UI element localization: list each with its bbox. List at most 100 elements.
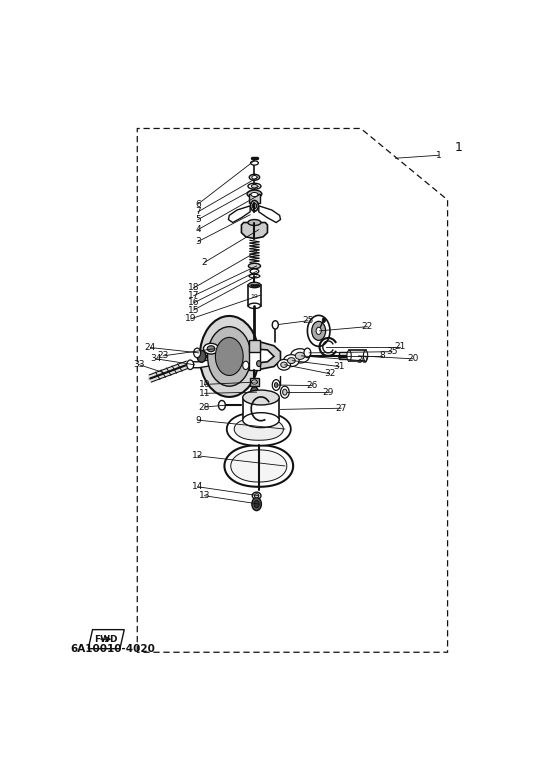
- Circle shape: [242, 361, 249, 369]
- Text: 13: 13: [199, 491, 211, 500]
- Text: 25: 25: [302, 316, 314, 325]
- Circle shape: [252, 498, 262, 511]
- Ellipse shape: [218, 400, 225, 410]
- Ellipse shape: [251, 192, 258, 196]
- Text: 24: 24: [144, 343, 156, 352]
- Circle shape: [322, 318, 325, 322]
- Ellipse shape: [250, 161, 258, 165]
- Circle shape: [283, 389, 287, 395]
- Text: 6: 6: [195, 199, 201, 209]
- Ellipse shape: [281, 362, 287, 367]
- Text: 3: 3: [195, 237, 201, 246]
- Text: 1: 1: [436, 151, 442, 160]
- Polygon shape: [88, 630, 124, 649]
- Text: 19: 19: [250, 294, 258, 299]
- Text: 10: 10: [199, 380, 211, 389]
- Text: 16: 16: [188, 298, 199, 308]
- Text: 22: 22: [362, 322, 373, 331]
- Text: 23: 23: [157, 352, 169, 360]
- Polygon shape: [250, 342, 281, 369]
- Ellipse shape: [242, 413, 279, 427]
- Text: 2: 2: [202, 258, 207, 267]
- Text: 26: 26: [306, 381, 318, 390]
- Ellipse shape: [254, 494, 259, 498]
- Ellipse shape: [249, 303, 260, 308]
- Polygon shape: [227, 413, 291, 446]
- Text: 33: 33: [134, 360, 145, 369]
- Ellipse shape: [277, 359, 291, 370]
- Polygon shape: [241, 223, 268, 239]
- Circle shape: [200, 316, 259, 397]
- Bar: [249, 194, 260, 203]
- Text: 19: 19: [185, 315, 197, 323]
- Ellipse shape: [347, 350, 351, 361]
- Ellipse shape: [242, 390, 279, 405]
- Text: 1: 1: [455, 141, 463, 154]
- Circle shape: [316, 327, 321, 335]
- Circle shape: [208, 327, 251, 386]
- Ellipse shape: [248, 183, 261, 189]
- Text: 31: 31: [333, 362, 345, 371]
- Ellipse shape: [250, 269, 259, 274]
- Circle shape: [272, 321, 278, 329]
- Ellipse shape: [287, 358, 295, 363]
- Polygon shape: [234, 418, 283, 441]
- Bar: [242, 397, 279, 420]
- Circle shape: [197, 350, 206, 363]
- Text: 18: 18: [188, 284, 199, 292]
- Text: 28: 28: [199, 403, 210, 411]
- Ellipse shape: [252, 175, 257, 179]
- Ellipse shape: [247, 190, 262, 198]
- Ellipse shape: [291, 349, 310, 363]
- Text: 11: 11: [199, 389, 211, 398]
- Bar: [249, 340, 260, 352]
- Text: FWD: FWD: [94, 635, 118, 644]
- Ellipse shape: [250, 200, 258, 211]
- Text: 6A10010-4020: 6A10010-4020: [70, 644, 155, 654]
- Text: 32: 32: [324, 369, 335, 378]
- Text: 5: 5: [195, 215, 201, 224]
- Circle shape: [216, 337, 243, 376]
- Ellipse shape: [207, 346, 215, 352]
- Text: 8: 8: [380, 352, 385, 360]
- Ellipse shape: [251, 380, 258, 384]
- Ellipse shape: [252, 492, 261, 499]
- Polygon shape: [225, 445, 293, 487]
- Text: 15: 15: [188, 305, 199, 315]
- Circle shape: [256, 360, 261, 366]
- Bar: [339, 352, 349, 359]
- Ellipse shape: [252, 203, 256, 209]
- Ellipse shape: [251, 185, 258, 188]
- Text: 9: 9: [195, 416, 201, 424]
- Polygon shape: [228, 206, 250, 223]
- Ellipse shape: [363, 350, 368, 361]
- Ellipse shape: [249, 274, 260, 278]
- Ellipse shape: [283, 355, 299, 366]
- Ellipse shape: [248, 220, 261, 226]
- Circle shape: [250, 386, 258, 397]
- Circle shape: [307, 315, 330, 346]
- Circle shape: [274, 383, 278, 387]
- Text: 30: 30: [356, 356, 367, 365]
- Text: 7: 7: [195, 207, 201, 216]
- Circle shape: [304, 348, 311, 358]
- Polygon shape: [231, 450, 287, 482]
- Text: 17: 17: [188, 291, 199, 300]
- Circle shape: [254, 500, 259, 508]
- Bar: [249, 342, 260, 369]
- Ellipse shape: [203, 343, 218, 354]
- Ellipse shape: [295, 352, 305, 359]
- Polygon shape: [259, 206, 281, 223]
- Ellipse shape: [249, 174, 260, 180]
- Text: 21: 21: [394, 342, 405, 352]
- Text: 14: 14: [192, 482, 204, 492]
- Circle shape: [194, 348, 200, 358]
- Text: 4: 4: [195, 225, 201, 234]
- Circle shape: [281, 386, 289, 398]
- Text: 20: 20: [407, 354, 418, 363]
- Circle shape: [186, 360, 194, 369]
- Text: 34: 34: [150, 354, 162, 363]
- Text: 27: 27: [335, 404, 347, 413]
- Text: 29: 29: [323, 387, 334, 397]
- Ellipse shape: [249, 282, 260, 288]
